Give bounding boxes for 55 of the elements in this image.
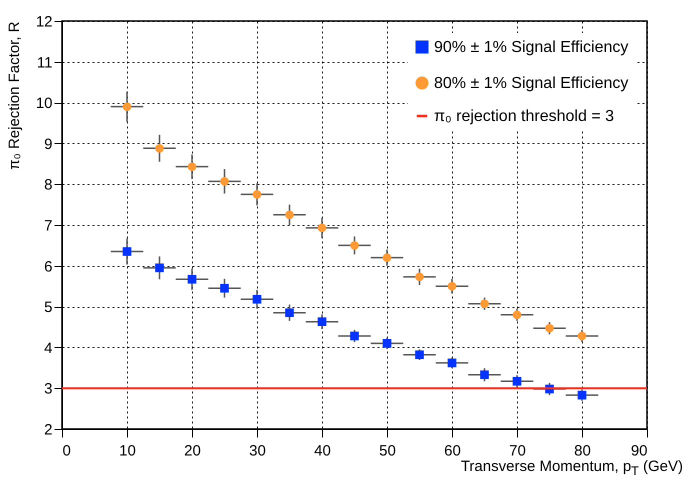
point: [578, 332, 586, 340]
point: [252, 190, 262, 199]
point: [512, 310, 522, 320]
x-tick-label: 50: [379, 442, 396, 460]
y-tick-label: 8: [44, 176, 52, 194]
point: [480, 370, 489, 380]
point: [480, 299, 489, 308]
point: [188, 162, 196, 171]
point: [448, 282, 456, 291]
point: [318, 317, 326, 326]
y-tick-label: 6: [44, 258, 52, 276]
y-tick-label: 7: [44, 218, 52, 234]
y-tick-label: 10: [36, 95, 52, 112]
legend-label: π₀ rejection threshold = 3: [434, 108, 614, 125]
y-axis-title: π₀ Rejection Factor, R: [6, 21, 23, 170]
x-tick-label: 30: [249, 442, 266, 460]
x-tick-label: 40: [314, 442, 331, 460]
x-tick-label: 90: [630, 442, 648, 460]
legend-label: 80% ± 1% Signal Efficiency: [434, 75, 628, 92]
point: [415, 350, 424, 360]
point: [545, 324, 554, 333]
x-tick-label: 60: [444, 442, 461, 460]
point: [220, 284, 229, 293]
x-tick-label: 20: [184, 442, 201, 460]
point: [285, 308, 294, 318]
point: [350, 241, 359, 250]
y-tick-label: 5: [44, 299, 52, 316]
y-tick-label: 3: [44, 380, 52, 398]
point: [155, 144, 164, 153]
legend-label: 90% ± 1% Signal Efficiency: [434, 39, 628, 56]
point: [285, 210, 294, 220]
y-tick-label: 2: [44, 422, 52, 438]
y-tick-label: 12: [36, 14, 52, 30]
x-tick-label: 0: [62, 442, 71, 460]
x-tick-label: 80: [574, 442, 591, 460]
x-tick-label: 70: [509, 442, 526, 460]
y-tick-label: 4: [44, 340, 52, 357]
y-tick-label: 11: [36, 54, 52, 72]
point: [252, 294, 262, 304]
point: [350, 332, 359, 340]
point: [188, 274, 196, 284]
point: [318, 224, 326, 232]
y-tick-label: 9: [44, 136, 52, 153]
x-axis-title: Transverse Momentum, p$_{T}$ (GeV): [460, 458, 683, 478]
point: [415, 272, 424, 282]
point: [382, 253, 392, 262]
x-tick-label: 10: [119, 442, 136, 460]
point: [122, 102, 132, 111]
point: [512, 376, 522, 386]
point: [122, 247, 132, 256]
point: [220, 177, 229, 186]
point: [155, 264, 164, 272]
point: [578, 390, 586, 400]
point: [448, 358, 456, 368]
point: [382, 338, 392, 348]
